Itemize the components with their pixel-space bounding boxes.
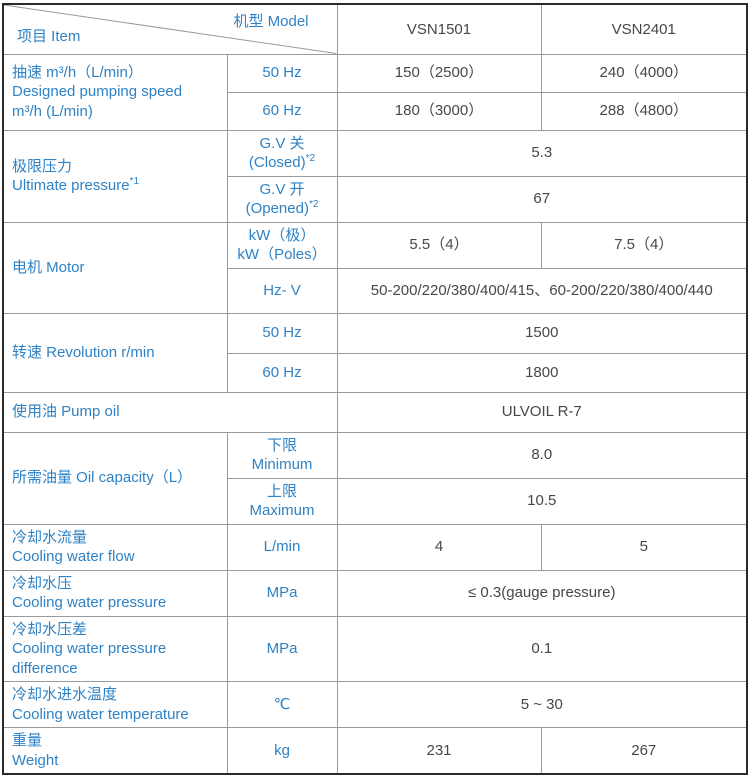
- cooling-pressure-diff-value: 0.1: [336, 615, 748, 682]
- cooling-pressure-diff-label: 冷却水压差 Cooling water pressure difference: [2, 615, 228, 682]
- oil-capacity-min-row: 所需油量 Oil capacity（L） 下限 Minimum 8.0: [2, 431, 748, 525]
- revolution-50hz-row: 转速 Revolution r/min 50 Hz 1500: [2, 312, 748, 393]
- cooling-flow-vsn1501: 4: [336, 523, 542, 571]
- ultimate-pressure-opened-row: G.V 开 (Opened)*2 67: [3, 175, 748, 223]
- header-row: 机型 Model 项目 Item VSN1501 VSN2401: [2, 3, 748, 55]
- ultimate-pressure-label-text: 极限压力 Ultimate pressure: [12, 157, 130, 195]
- ultimate-pressure-label: 极限压力 Ultimate pressure*1: [2, 129, 228, 223]
- gv-opened-footnote: *2: [308, 199, 319, 210]
- oil-capacity-min-label: 下限 Minimum: [226, 431, 338, 479]
- ultimate-pressure-closed-row: 极限压力 Ultimate pressure*1 G.V 关 (Closed)*…: [2, 129, 748, 223]
- motor-kw-vsn2401: 7.5（4）: [540, 221, 748, 269]
- revolution-50hz-value: 1500: [336, 312, 748, 354]
- cooling-pressure-label: 冷却水压 Cooling water pressure: [2, 569, 228, 617]
- pumping-speed-50hz-label: 50 Hz: [226, 53, 338, 93]
- cooling-flow-vsn2401: 5: [540, 523, 748, 571]
- pumping-speed-50hz-row: 抽速 m³/h（L/min） Designed pumping speed m³…: [2, 53, 748, 131]
- weight-vsn1501: 231: [336, 727, 542, 775]
- pumping-speed-60hz-vsn1501: 180（3000）: [336, 91, 542, 131]
- motor-hzv-row: Hz- V 50-200/220/380/400/415、60-200/220/…: [3, 267, 748, 314]
- cooling-pressure-unit: MPa: [226, 569, 338, 617]
- pump-spec-table: 机型 Model 项目 Item VSN1501 VSN2401 抽速 m³/h…: [2, 3, 748, 775]
- motor-kw-vsn1501: 5.5（4）: [336, 221, 542, 269]
- motor-label: 电机 Motor: [2, 221, 228, 314]
- header-item-label: 项目 Item: [17, 28, 81, 45]
- cooling-flow-row: 冷却水流量 Cooling water flow L/min 4 5: [2, 523, 748, 571]
- pump-oil-value: ULVOIL R-7: [336, 391, 748, 433]
- oil-capacity-min-value: 8.0: [336, 431, 748, 479]
- model-header-vsn1501: VSN1501: [336, 3, 542, 55]
- revolution-60hz-row: 60 Hz 1800: [3, 352, 748, 393]
- pump-oil-row: 使用油 Pump oil ULVOIL R-7: [2, 391, 748, 433]
- weight-vsn2401: 267: [540, 727, 748, 775]
- pumping-speed-60hz-vsn2401: 288（4800）: [540, 91, 748, 131]
- header-corner-cell: 机型 Model 项目 Item: [2, 3, 338, 55]
- pump-oil-label: 使用油 Pump oil: [2, 391, 338, 433]
- oil-capacity-label: 所需油量 Oil capacity（L）: [2, 431, 228, 525]
- oil-capacity-max-row: 上限 Maximum 10.5: [3, 477, 748, 525]
- pumping-speed-50hz-vsn2401: 240（4000）: [540, 53, 748, 93]
- motor-hzv-label: Hz- V: [226, 267, 338, 314]
- motor-hzv-value: 50-200/220/380/400/415、60-200/220/380/40…: [336, 267, 748, 314]
- cooling-pressure-value: ≤ 0.3(gauge pressure): [336, 569, 748, 617]
- revolution-60hz-label: 60 Hz: [226, 352, 338, 393]
- motor-kw-row: 电机 Motor kW（极） kW（Poles） 5.5（4） 7.5（4）: [2, 221, 748, 314]
- cooling-temp-row: 冷却水进水温度 Cooling water temperature ℃ 5 ~ …: [2, 681, 748, 728]
- cooling-temp-label: 冷却水进水温度 Cooling water temperature: [2, 681, 228, 728]
- weight-row: 重量 Weight kg 231 267: [2, 727, 748, 775]
- ultimate-pressure-closed-value: 5.3: [336, 129, 748, 177]
- weight-unit: kg: [226, 727, 338, 775]
- cooling-pressure-diff-row: 冷却水压差 Cooling water pressure difference …: [2, 615, 748, 682]
- ultimate-pressure-opened-value: 67: [336, 175, 748, 223]
- cooling-pressure-row: 冷却水压 Cooling water pressure MPa ≤ 0.3(ga…: [2, 569, 748, 617]
- gv-opened-label: G.V 开 (Opened)*2: [226, 175, 338, 223]
- cooling-flow-label: 冷却水流量 Cooling water flow: [2, 523, 228, 571]
- cooling-flow-unit: L/min: [226, 523, 338, 571]
- header-model-label: 机型 Model: [233, 13, 309, 30]
- cooling-temp-unit: ℃: [226, 681, 338, 728]
- gv-closed-label: G.V 关 (Closed)*2: [226, 129, 338, 177]
- gv-closed-label-text: G.V 关 (Closed): [248, 134, 306, 172]
- pumping-speed-60hz-row: 60 Hz 180（3000） 288（4800）: [3, 91, 748, 131]
- diagonal-divider-line: [4, 5, 337, 54]
- revolution-50hz-label: 50 Hz: [226, 312, 338, 354]
- cooling-pressure-diff-unit: MPa: [226, 615, 338, 682]
- pumping-speed-60hz-label: 60 Hz: [226, 91, 338, 131]
- ultimate-pressure-footnote: *1: [129, 176, 139, 187]
- pumping-speed-50hz-vsn1501: 150（2500）: [336, 53, 542, 93]
- revolution-60hz-value: 1800: [336, 352, 748, 393]
- cooling-temp-value: 5 ~ 30: [336, 681, 748, 728]
- model-header-vsn2401: VSN2401: [540, 3, 748, 55]
- oil-capacity-max-label: 上限 Maximum: [226, 477, 338, 525]
- gv-opened-label-text: G.V 开 (Opened): [245, 180, 309, 218]
- weight-label: 重量 Weight: [2, 727, 228, 775]
- gv-closed-footnote: *2: [305, 153, 316, 164]
- motor-kw-label: kW（极） kW（Poles）: [226, 221, 338, 269]
- pumping-speed-label: 抽速 m³/h（L/min） Designed pumping speed m³…: [2, 53, 228, 131]
- revolution-label: 转速 Revolution r/min: [2, 312, 228, 393]
- oil-capacity-max-value: 10.5: [336, 477, 748, 525]
